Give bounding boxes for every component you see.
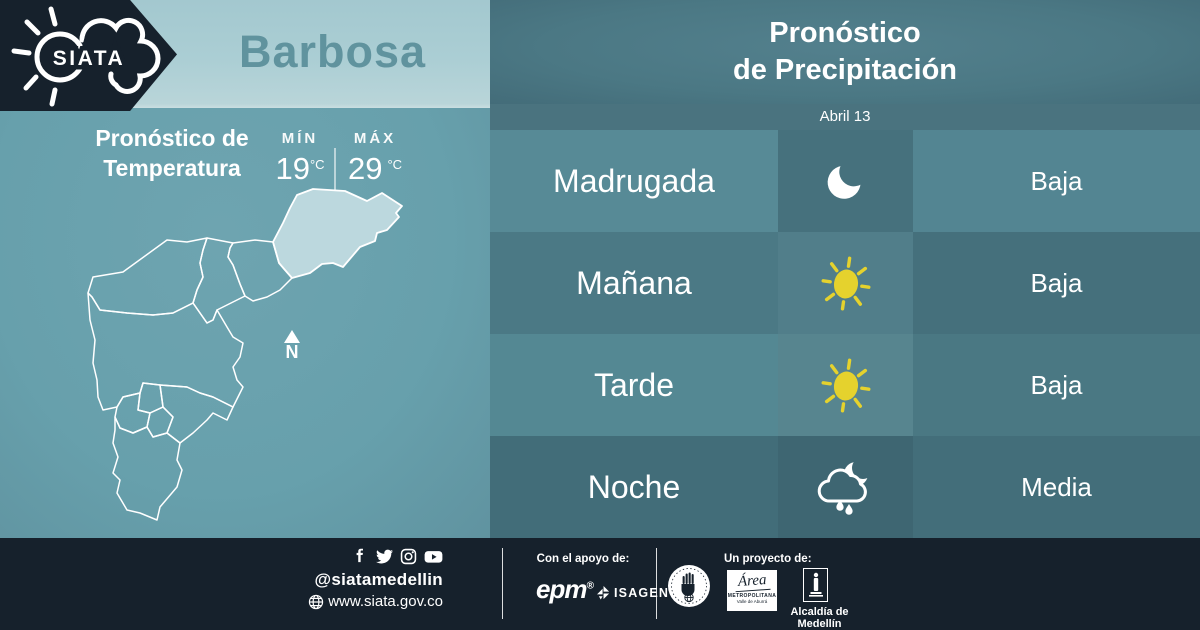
map-region xyxy=(87,292,244,411)
table-row-period: Madrugada xyxy=(490,130,778,232)
isagen-pinwheel-icon xyxy=(597,586,610,600)
cloud-rain-moon-icon xyxy=(778,436,913,538)
north-arrow: N xyxy=(277,330,307,362)
table-row-level: Media xyxy=(913,436,1200,538)
siata-sun-cloud-icon: SIATA xyxy=(11,6,161,107)
min-max-divider xyxy=(334,148,336,190)
globe-icon xyxy=(309,594,324,609)
sun-icon xyxy=(778,232,913,334)
table-row-level: Baja xyxy=(913,232,1200,334)
precipitation-title: Pronóstico de Precipitación xyxy=(490,0,1200,104)
footer: @siatamedellin www.siata.gov.co Con el a… xyxy=(0,538,1200,630)
aburra-valley-map xyxy=(87,188,403,521)
social-block: @siatamedellin www.siata.gov.co xyxy=(298,548,443,610)
social-icons xyxy=(298,548,443,566)
epm-logo: epm® xyxy=(536,574,594,604)
alcaldia-label: Alcaldía de Medellín xyxy=(790,606,849,630)
facebook-icon xyxy=(356,548,363,563)
temperature-min: MÍN 19°C xyxy=(268,130,332,187)
table-row-period: Noche xyxy=(490,436,778,538)
medellin-seal-logo xyxy=(667,564,711,613)
city-title: Barbosa xyxy=(238,26,427,77)
north-arrow-icon xyxy=(284,330,300,343)
project-label: Un proyecto de: xyxy=(724,553,812,565)
table-row-level: Baja xyxy=(913,334,1200,436)
temperature-panel: Pronóstico de Temperatura MÍN 19°C MÁX 2… xyxy=(0,108,490,538)
alcaldia-emblem-icon xyxy=(803,568,828,602)
table-row-period: Tarde xyxy=(490,334,778,436)
min-label: MÍN xyxy=(281,130,319,147)
min-value: 19°C xyxy=(275,151,325,186)
instagram-icon xyxy=(400,548,417,565)
table-row-level: Baja xyxy=(913,130,1200,232)
max-label: MÁX xyxy=(353,130,397,147)
sun-icon xyxy=(778,334,913,436)
moon-icon xyxy=(778,130,913,232)
forecast-date: Abril 13 xyxy=(490,104,1200,130)
map-region xyxy=(112,416,183,521)
map-region xyxy=(87,237,208,316)
twitter-icon xyxy=(376,549,393,564)
social-handle: @siatamedellin xyxy=(314,570,443,589)
map-region-barbosa xyxy=(272,188,403,279)
footer-divider xyxy=(502,548,503,619)
area-metropolitana-logo: Área METROPOLITANA Valle de Aburrá xyxy=(727,570,777,611)
precipitation-panel: Pronóstico de Precipitación Abril 13 Mad… xyxy=(490,0,1200,538)
max-value: 29 °C xyxy=(347,151,403,186)
forecast-table: Madrugada Baja Mañana xyxy=(490,130,1200,538)
support-label: Con el apoyo de: xyxy=(536,553,630,565)
footer-divider xyxy=(656,548,657,619)
youtube-icon xyxy=(424,551,443,563)
isagen-logo: ISAGEN xyxy=(597,586,669,600)
siata-logo-text: SIATA xyxy=(53,47,125,70)
temperature-title: Pronóstico de Temperatura xyxy=(95,125,249,181)
table-row-period: Mañana xyxy=(490,232,778,334)
map-region xyxy=(159,384,234,444)
website: www.siata.gov.co xyxy=(298,593,443,610)
temperature-max: MÁX 29 °C xyxy=(340,130,410,187)
